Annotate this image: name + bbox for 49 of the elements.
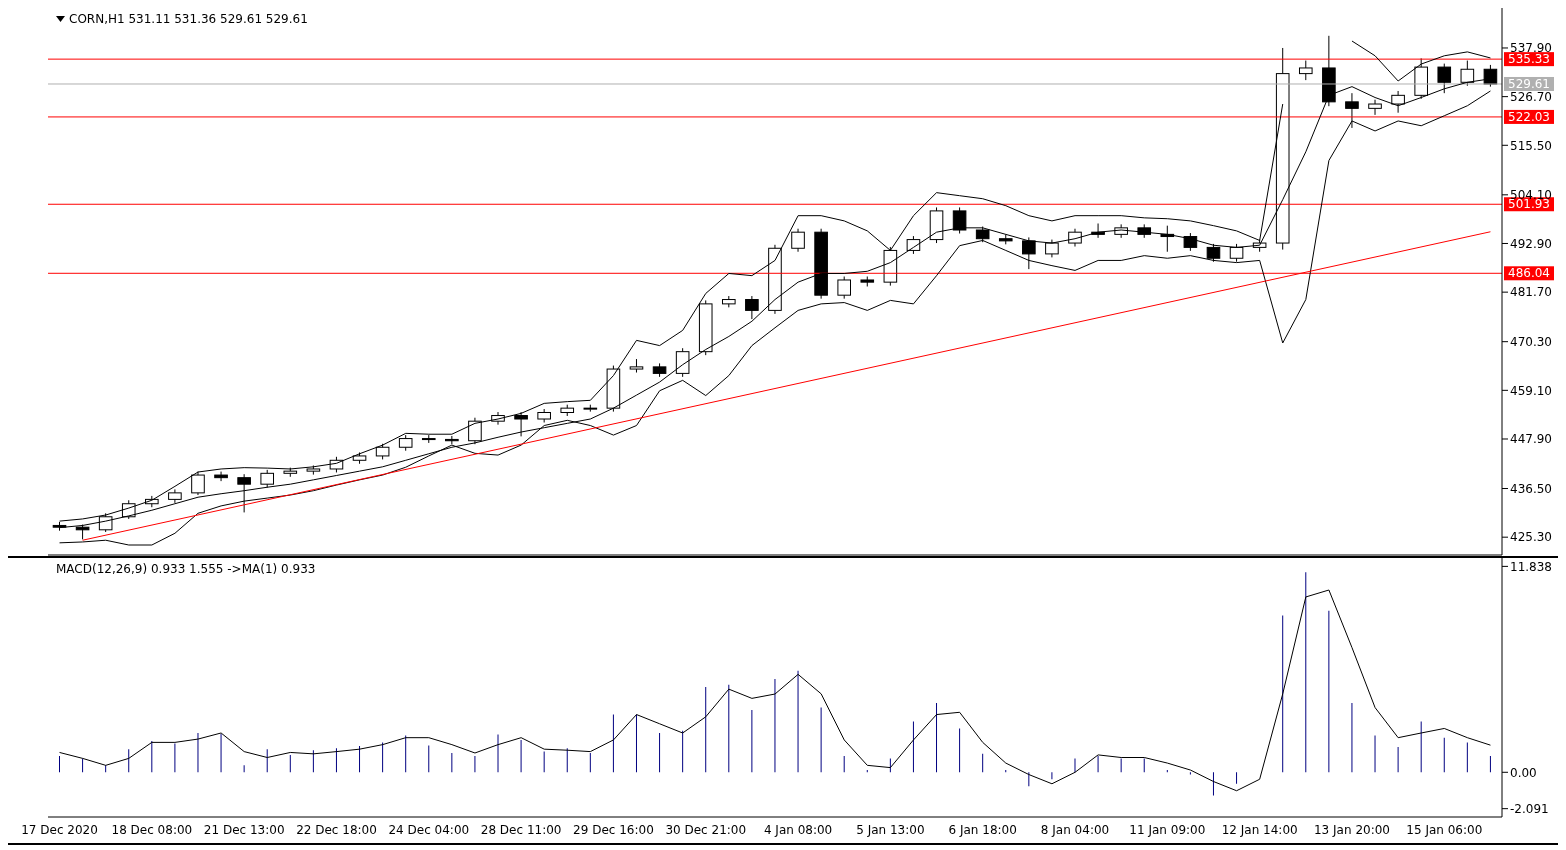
x-tick-label: 21 Dec 13:00 <box>203 822 285 837</box>
y-tick-label: -2.091 <box>1510 801 1549 816</box>
y-tick-label: 459.10 <box>1510 383 1552 398</box>
y-tick-label: 447.90 <box>1510 432 1552 447</box>
x-tick-label: 29 Dec 16:00 <box>573 822 654 837</box>
y-tick-label: 436.50 <box>1510 481 1552 496</box>
x-tick-label: 22 Dec 18:00 <box>296 822 377 837</box>
candlestick <box>237 473 251 513</box>
x-tick-label: 11 Jan 09:00 <box>1129 822 1206 837</box>
candlestick <box>745 295 759 320</box>
x-tick-label: 28 Dec 11:00 <box>480 822 562 837</box>
x-tick-label: 8 Jan 04:00 <box>1040 822 1110 837</box>
ref-line-label: 529.61 <box>1508 76 1550 91</box>
x-tick-label: 30 Dec 21:00 <box>665 822 747 837</box>
y-tick-label: 526.70 <box>1510 89 1552 104</box>
candlestick <box>1391 90 1405 114</box>
candlestick <box>675 347 690 378</box>
x-tick-label: 12 Jan 14:00 <box>1221 822 1298 837</box>
candlestick <box>168 488 182 504</box>
y-tick-label: 11.838 <box>1510 559 1552 574</box>
y-tick-label: 481.70 <box>1510 285 1552 300</box>
x-tick-label: 24 Dec 04:00 <box>388 822 470 837</box>
line-series <box>59 589 1491 792</box>
ref-line-label: 535.33 <box>1508 52 1550 67</box>
chart-title: CORN,H1 531.11 531.36 529.61 529.61 <box>69 12 308 26</box>
x-tick-label: 4 Jan 08:00 <box>763 822 833 837</box>
x-tick-label: 17 Dec 2020 <box>21 822 98 837</box>
candlestick <box>837 276 851 300</box>
candlestick <box>514 411 528 437</box>
candlestick <box>1022 236 1036 270</box>
candlestick <box>952 206 967 234</box>
y-tick-label: 470.30 <box>1510 334 1552 349</box>
x-tick-label: 5 Jan 13:00 <box>856 822 925 837</box>
candlestick <box>191 471 205 496</box>
y-tick-label: 492.90 <box>1510 236 1552 251</box>
y-tick-label: 425.30 <box>1510 530 1552 545</box>
y-tick-label: 0.00 <box>1510 765 1537 780</box>
ref-line-label: 486.04 <box>1508 266 1550 281</box>
x-tick-label: 18 Dec 08:00 <box>111 822 193 837</box>
candlestick <box>1298 60 1313 81</box>
x-tick-label: 13 Jan 20:00 <box>1313 822 1390 837</box>
candlestick <box>1368 99 1382 116</box>
candlestick <box>468 417 482 445</box>
x-tick-label: 15 Jan 06:00 <box>1406 822 1483 837</box>
chart-title: MACD(12,26,9) 0.933 1.555 ->MA(1) 0.933 <box>56 562 316 576</box>
candlestick <box>791 228 805 253</box>
ref-line-label: 522.03 <box>1508 109 1550 124</box>
x-tick-label: 6 Jan 18:00 <box>948 822 1017 837</box>
y-tick-label: 515.50 <box>1510 138 1552 153</box>
